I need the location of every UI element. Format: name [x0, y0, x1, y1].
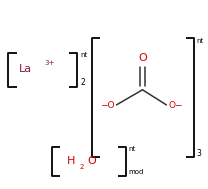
Text: −O: −O	[100, 101, 114, 110]
Text: La: La	[18, 64, 32, 74]
Text: O: O	[138, 53, 147, 63]
Text: 2: 2	[80, 164, 84, 170]
Text: nt: nt	[80, 52, 87, 58]
Text: O−: O−	[168, 101, 183, 110]
Text: O: O	[87, 156, 96, 166]
Text: 3: 3	[197, 149, 201, 158]
Text: nt: nt	[197, 38, 204, 44]
Text: 2: 2	[80, 78, 85, 87]
Text: 3+: 3+	[45, 60, 55, 66]
Text: mod: mod	[128, 169, 143, 175]
Text: nt: nt	[128, 146, 135, 152]
Text: H: H	[67, 156, 75, 166]
